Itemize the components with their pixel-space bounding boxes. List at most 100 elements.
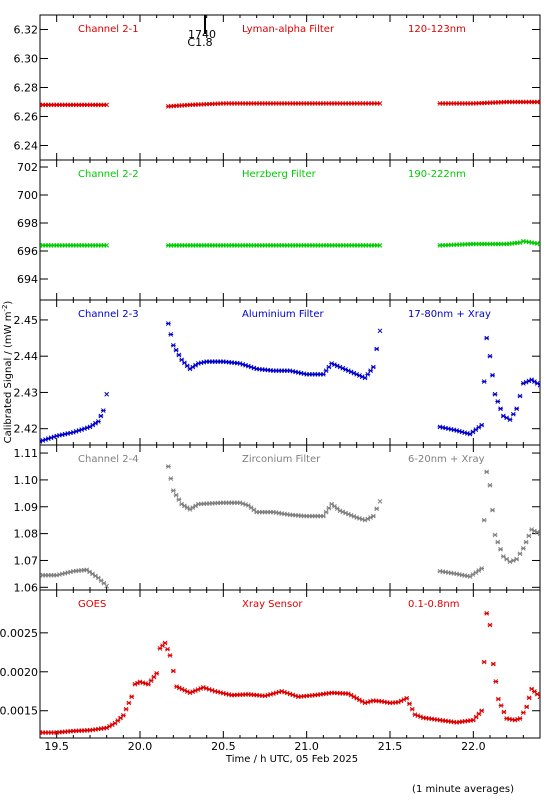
data-point [104,243,110,248]
panel-label: Channel 2-2 [78,169,139,180]
data-point [498,703,504,708]
data-point [326,505,332,511]
data-point [170,668,176,674]
y-tick-label: 0.0015 [0,705,38,718]
y-tick-label: 696 [17,245,38,258]
panel-frame [39,159,541,301]
y-tick-label: 6.26 [14,111,39,124]
panel-label: 17-80nm + Xray [408,309,491,320]
data-point [165,646,170,652]
x-tick-label: 22.0 [461,740,486,753]
data-point [100,408,106,413]
data-point [484,335,490,341]
data-point [479,566,485,571]
data-point [484,611,490,616]
panel-label: Channel 2-3 [78,309,139,320]
data-point [377,328,383,334]
data-point [487,482,493,488]
y-tick-label: 6.28 [14,82,39,95]
panel-label: 120-123nm [408,24,466,35]
y-tick-label: 1.10 [14,474,39,487]
y-tick-label: 702 [17,161,38,174]
data-point [377,499,383,504]
data-point [320,513,326,519]
data-point [176,352,182,358]
data-point [377,101,383,106]
x-tick-label: 21.0 [294,740,319,753]
y-tick-label: 700 [17,189,38,202]
data-point [323,368,329,374]
data-point [95,419,101,424]
data-point [362,375,368,381]
data-point [484,469,490,475]
y-tick-label: 2.45 [14,314,39,327]
data-point [154,670,160,676]
panel-frame [39,299,541,446]
panel-2: 694 696 698 700 702 Channel 2-2 Herzberg Filte… [17,159,541,301]
data-point [176,497,182,502]
data-point [368,368,373,374]
x-tick-label: 19.5 [44,740,69,753]
data-point [168,476,174,481]
x-axis: 19.5 20.0 20.5 21.0 21.5 22.0 [44,740,485,753]
data-point [498,546,503,552]
panel-label: 0.1-0.8nm [408,599,460,610]
data-point [167,653,173,658]
data-point [498,406,503,412]
data-point [168,332,174,337]
panel-frame [39,14,541,161]
y-tick-label: 2.42 [14,423,39,436]
data-point [320,371,326,377]
data-point [481,659,487,665]
data-point [479,708,485,714]
flare-time-label: 1740 [188,28,216,41]
data-point [173,492,179,498]
data-point [537,241,540,247]
data-point [170,488,176,494]
panel-label: Lyman-alpha Filter [242,24,335,35]
panel-5: 0.0015 0.0020 0.0025 GOES Xray Sensor 0.1-0.8… [0,589,541,739]
data-point [104,583,110,589]
data-point [104,391,110,397]
data-series [40,321,540,444]
y-tick-label: 1.11 [14,447,39,460]
panel-frame [39,589,541,739]
data-point [123,706,129,712]
flare-class-label: C1.8 [187,36,212,49]
panel-4: 1.06 1.07 1.08 1.09 1.10 1.11 Channel 2-4 Zirco… [14,444,541,594]
data-point [517,393,523,399]
data-point [162,640,168,646]
data-point [523,539,529,545]
data-series [40,611,540,735]
y-tick-label: 1.07 [14,554,39,567]
data-point [514,556,520,562]
data-point [520,710,526,716]
data-point [537,694,540,700]
data-point [173,347,179,353]
data-point [526,695,532,701]
panel-label: Channel 2-1 [78,24,139,35]
data-series [40,238,540,248]
data-point [487,353,493,359]
data-point [507,417,513,422]
data-point [510,411,516,417]
data-point [493,679,499,684]
x-tick-label: 20.0 [128,740,153,753]
data-point [126,700,132,706]
panel-label: Herzberg Filter [242,169,317,180]
y-tick-label: 1.08 [14,528,39,541]
y-axis-title: Calibrated Signal / (mW m-2) [1,301,14,444]
y-axis-title-end: ) [3,301,14,305]
y-tick-label: 2.43 [14,386,39,399]
data-point [326,364,332,370]
data-point [165,321,171,326]
data-point [365,371,371,377]
panel-3: 2.42 2.43 2.44 2.45 Channel 2-3 Aluminium Fil… [14,299,541,446]
data-point [487,622,493,628]
data-series [40,99,540,109]
panel-frame [39,444,541,591]
data-point [501,709,507,715]
data-point [145,681,151,687]
data-point [323,509,329,515]
